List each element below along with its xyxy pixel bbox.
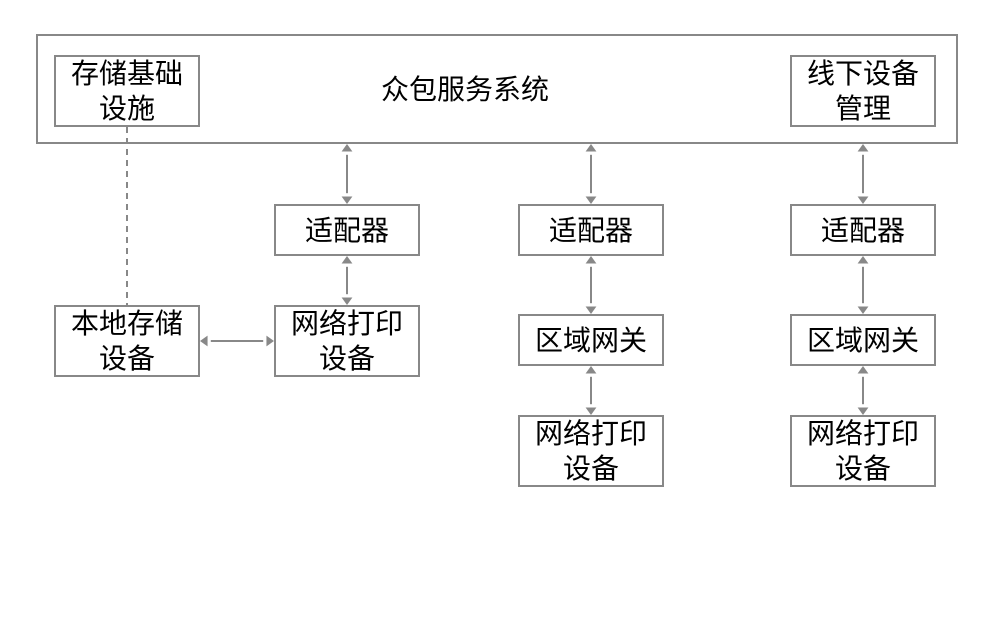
node-net_print1: 网络打印设备 <box>274 305 420 377</box>
node-adapter3: 适配器 <box>790 204 936 256</box>
edge <box>331 144 363 204</box>
node-adapter1: 适配器 <box>274 204 420 256</box>
node-gateway2: 区域网关 <box>518 314 664 366</box>
edge <box>847 144 879 204</box>
node-offline_device: 线下设备管理 <box>790 55 936 127</box>
node-storage_infra: 存储基础设施 <box>54 55 200 127</box>
edge <box>331 256 363 305</box>
node-net_print3: 网络打印设备 <box>790 415 936 487</box>
node-adapter2: 适配器 <box>518 204 664 256</box>
node-local_storage: 本地存储设备 <box>54 305 200 377</box>
node-crowd_system: 众包服务系统 <box>250 64 680 114</box>
edge <box>111 127 143 305</box>
edge <box>200 325 274 357</box>
edge <box>847 366 879 415</box>
edge <box>847 256 879 314</box>
node-gateway3: 区域网关 <box>790 314 936 366</box>
edge <box>575 144 607 204</box>
diagram-canvas: 存储基础设施众包服务系统线下设备管理适配器适配器适配器本地存储设备网络打印设备区… <box>0 0 1000 624</box>
edge <box>575 366 607 415</box>
edge <box>575 256 607 314</box>
node-net_print2: 网络打印设备 <box>518 415 664 487</box>
